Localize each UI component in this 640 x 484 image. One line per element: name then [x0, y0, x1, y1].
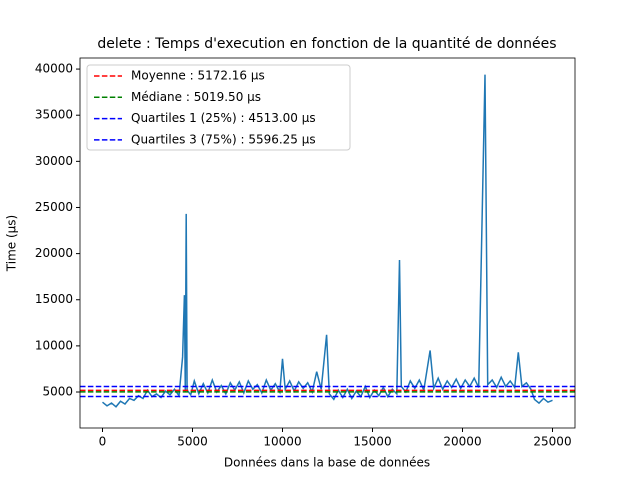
- x-tick-label: 0: [99, 435, 107, 449]
- y-tick-label: 25000: [35, 200, 73, 214]
- y-tick-label: 15000: [35, 292, 73, 306]
- y-tick-label: 5000: [42, 385, 73, 399]
- x-tick-label: 5000: [177, 435, 208, 449]
- data-line: [102, 74, 553, 408]
- y-axis-label: Time (µs): [5, 215, 19, 272]
- x-tick-label: 10000: [263, 435, 301, 449]
- x-tick-label: 20000: [443, 435, 481, 449]
- y-tick-label: 35000: [35, 108, 73, 122]
- chart-title: delete : Temps d'execution en fonction d…: [97, 36, 556, 52]
- y-tick-label: 10000: [35, 338, 73, 352]
- legend-label: Quartiles 3 (75%) : 5596.25 µs: [131, 132, 316, 146]
- legend-label: Quartiles 1 (25%) : 4513.00 µs: [131, 111, 316, 125]
- x-tick-label: 25000: [533, 435, 571, 449]
- x-axis-label: Données dans la base de données: [224, 456, 430, 470]
- y-tick-label: 20000: [35, 246, 73, 260]
- legend-box: [86, 64, 351, 151]
- legend-label: Médiane : 5019.50 µs: [131, 90, 261, 104]
- plot-frame: [79, 57, 576, 429]
- x-tick-label: 15000: [353, 435, 391, 449]
- legend-label: Moyenne : 5172.16 µs: [131, 69, 265, 83]
- y-tick-label: 40000: [35, 62, 73, 76]
- y-tick-label: 30000: [35, 154, 73, 168]
